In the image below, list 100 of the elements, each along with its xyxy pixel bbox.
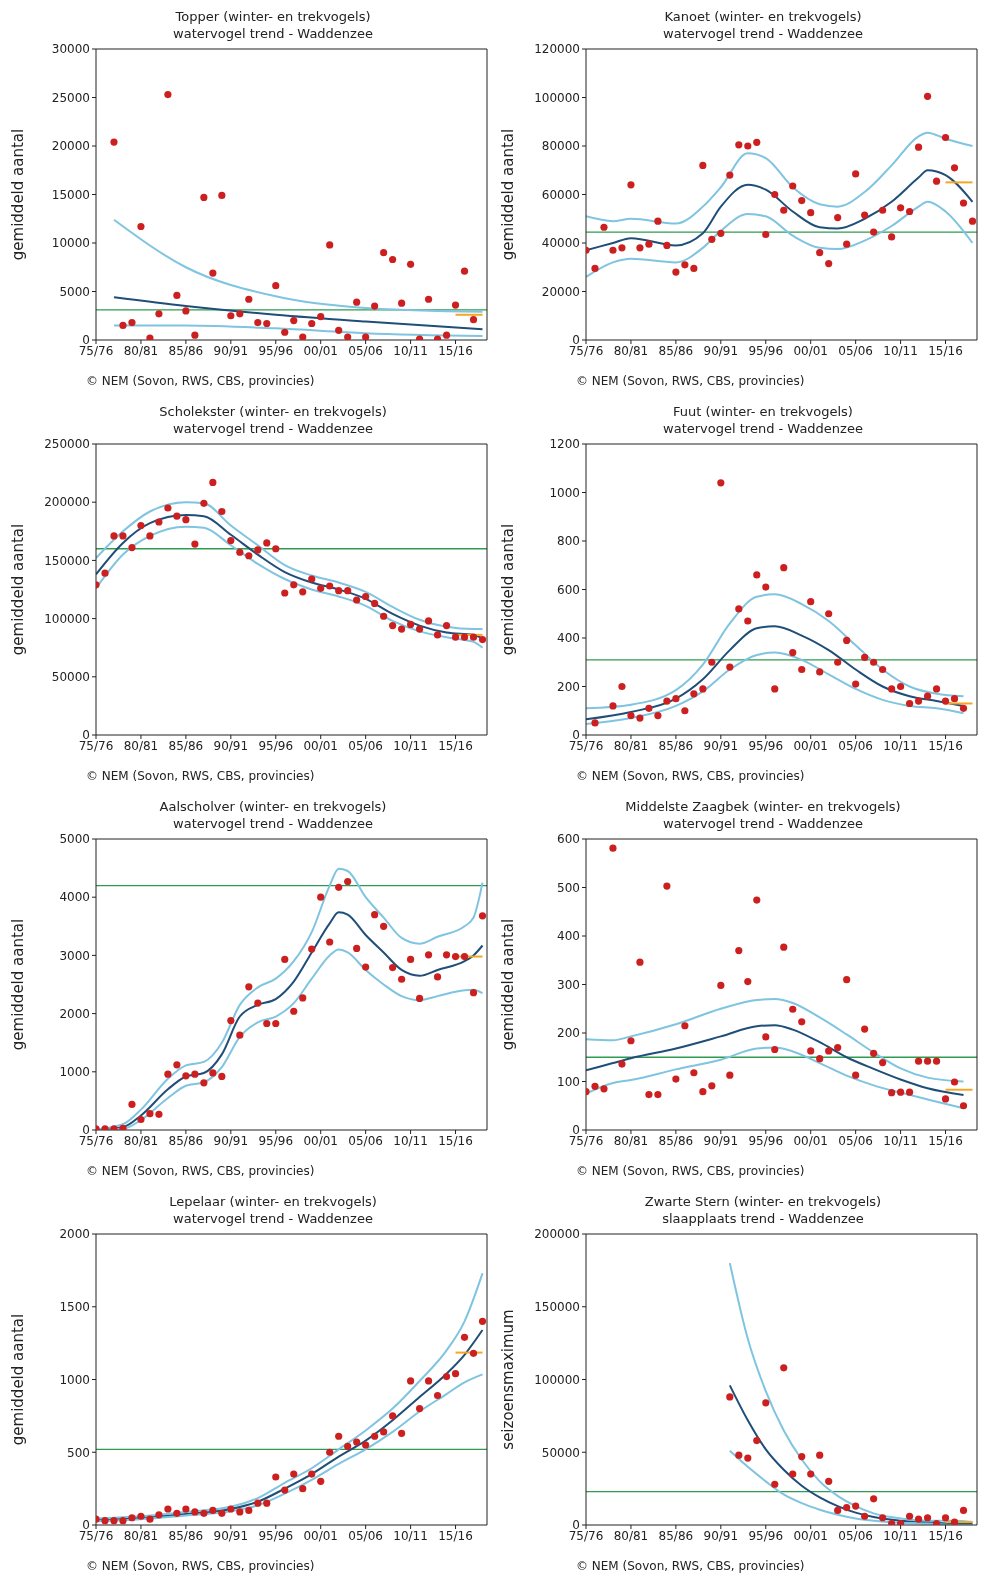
x-tick-label: 15/16: [438, 343, 473, 358]
x-tick-label: 75/76: [78, 738, 114, 753]
x-tick-label: 15/16: [928, 1133, 963, 1148]
y-tick-label: 1500: [59, 1300, 90, 1315]
chart-subtitle: watervogel trend - Waddenzee: [172, 815, 374, 832]
text: © NEM (Sovon, RWS, CBS, provincies): [86, 374, 316, 388]
y-tick-label: 20000: [51, 139, 90, 154]
x-tick-label: 00/01: [303, 738, 339, 753]
y-tick-label: 400: [557, 929, 580, 944]
x-tick-label: 95/96: [748, 1528, 784, 1543]
x-tick-label: 95/96: [258, 343, 294, 358]
x-tick-label: 75/76: [568, 738, 604, 753]
x-tick-label: 80/81: [123, 1133, 159, 1148]
x-tick-label: 90/91: [213, 738, 249, 753]
chart-subtitle: watervogel trend - Waddenzee: [662, 815, 864, 832]
x-tick-label: 10/11: [393, 738, 428, 753]
x-tick-label: 80/81: [123, 343, 159, 358]
y-tick-label: 600: [557, 832, 580, 847]
x-tick-label: 80/81: [123, 1528, 159, 1543]
x-tick-label: 95/96: [748, 738, 784, 753]
x-tick-label: 95/96: [258, 1528, 294, 1543]
y-tick-label: 200: [557, 679, 580, 694]
x-tick-label: 95/96: [258, 738, 294, 753]
x-tick-label: 10/11: [883, 738, 918, 753]
x-tick-label: 85/86: [658, 1528, 694, 1543]
chart-title: Fuut (winter- en trekvogels): [672, 403, 854, 420]
x-tick-label: 80/81: [613, 1133, 649, 1148]
x-tick-label: 05/06: [348, 738, 383, 753]
y-tick-label: 60000: [541, 187, 580, 202]
chart-title: Zwarte Stern (winter- en trekvogels): [643, 1193, 883, 1210]
chart-subtitle: slaapplaats trend - Waddenzee: [661, 1210, 865, 1227]
x-tick-label: 10/11: [883, 343, 918, 358]
chart-title: Topper (winter- en trekvogels): [174, 8, 372, 25]
chart-title: Scholekster (winter- en trekvogels): [158, 403, 388, 420]
x-tick-label: 95/96: [748, 343, 784, 358]
text: © NEM (Sovon, RWS, CBS, provincies): [576, 769, 806, 783]
y-tick-label: 2000: [59, 1006, 90, 1021]
x-tick-label: 15/16: [438, 1528, 473, 1543]
x-tick-label: 10/11: [883, 1528, 918, 1543]
x-tick-label: 10/11: [883, 1133, 918, 1148]
x-tick-label: 10/11: [393, 343, 428, 358]
x-tick-label: 00/01: [793, 343, 829, 358]
chart-title: Middelste Zaagbek (winter- en trekvogels): [624, 798, 902, 815]
x-tick-label: 80/81: [613, 738, 649, 753]
y-axis-title: gemiddeld aantal: [9, 918, 28, 1051]
chart-subtitle: watervogel trend - Waddenzee: [662, 25, 864, 42]
x-tick-label: 05/06: [838, 1528, 873, 1543]
y-tick-label: 400: [557, 631, 580, 646]
text: © NEM (Sovon, RWS, CBS, provincies): [86, 1164, 316, 1178]
x-tick-label: 10/11: [393, 1133, 428, 1148]
y-tick-label: 120000: [534, 42, 580, 57]
x-tick-label: 00/01: [793, 738, 829, 753]
y-tick-label: 5000: [59, 832, 90, 847]
y-axis-title: gemiddeld aantal: [499, 128, 518, 261]
x-tick-label: 75/76: [78, 343, 114, 358]
y-tick-label: 100: [557, 1074, 580, 1089]
x-tick-label: 85/86: [168, 1528, 204, 1543]
y-axis-title: gemiddeld aantal: [499, 918, 518, 1051]
x-tick-label: 75/76: [568, 343, 604, 358]
y-axis-title: gemiddeld aantal: [499, 523, 518, 656]
x-tick-label: 00/01: [793, 1133, 829, 1148]
x-tick-label: 15/16: [438, 738, 473, 753]
x-tick-label: 05/06: [838, 738, 873, 753]
y-tick-label: 1200: [549, 437, 580, 452]
chart-subtitle: watervogel trend - Waddenzee: [172, 1210, 374, 1227]
y-tick-label: 10000: [51, 236, 90, 251]
chart-subtitle: watervogel trend - Waddenzee: [662, 420, 864, 437]
x-tick-label: 15/16: [928, 343, 963, 358]
text: © NEM (Sovon, RWS, CBS, provincies): [576, 374, 806, 388]
y-tick-label: 2000: [59, 1227, 90, 1242]
x-tick-label: 85/86: [658, 738, 694, 753]
x-tick-label: 05/06: [348, 1528, 383, 1543]
x-tick-label: 90/91: [703, 1528, 739, 1543]
chart-title: Aalscholver (winter- en trekvogels): [158, 798, 388, 815]
y-axis-title: gemiddeld aantal: [9, 1313, 28, 1446]
text: © NEM (Sovon, RWS, CBS, provincies): [86, 769, 316, 783]
y-tick-label: 1000: [59, 1065, 90, 1080]
x-tick-label: 85/86: [168, 738, 204, 753]
x-tick-label: 05/06: [838, 343, 873, 358]
x-tick-label: 15/16: [928, 1528, 963, 1543]
x-tick-label: 15/16: [438, 1133, 473, 1148]
y-tick-label: 500: [557, 880, 580, 895]
x-tick-label: 75/76: [78, 1133, 114, 1148]
y-tick-label: 30000: [51, 42, 90, 57]
x-tick-label: 10/11: [393, 1528, 428, 1543]
x-tick-label: 15/16: [928, 738, 963, 753]
x-tick-label: 05/06: [348, 1133, 383, 1148]
y-tick-label: 150000: [534, 1300, 580, 1315]
x-tick-label: 00/01: [303, 1528, 339, 1543]
y-tick-label: 500: [67, 1445, 90, 1460]
x-tick-label: 90/91: [213, 1528, 249, 1543]
text: © NEM (Sovon, RWS, CBS, provincies): [86, 1559, 316, 1573]
chart-subtitle: watervogel trend - Waddenzee: [172, 25, 374, 42]
y-tick-label: 50000: [541, 1445, 580, 1460]
x-tick-label: 85/86: [658, 1133, 694, 1148]
x-tick-label: 85/86: [658, 343, 694, 358]
y-tick-label: 100000: [534, 1372, 580, 1387]
text: © NEM (Sovon, RWS, CBS, provincies): [576, 1164, 806, 1178]
y-tick-label: 200: [557, 1026, 580, 1041]
x-tick-label: 75/76: [568, 1133, 604, 1148]
